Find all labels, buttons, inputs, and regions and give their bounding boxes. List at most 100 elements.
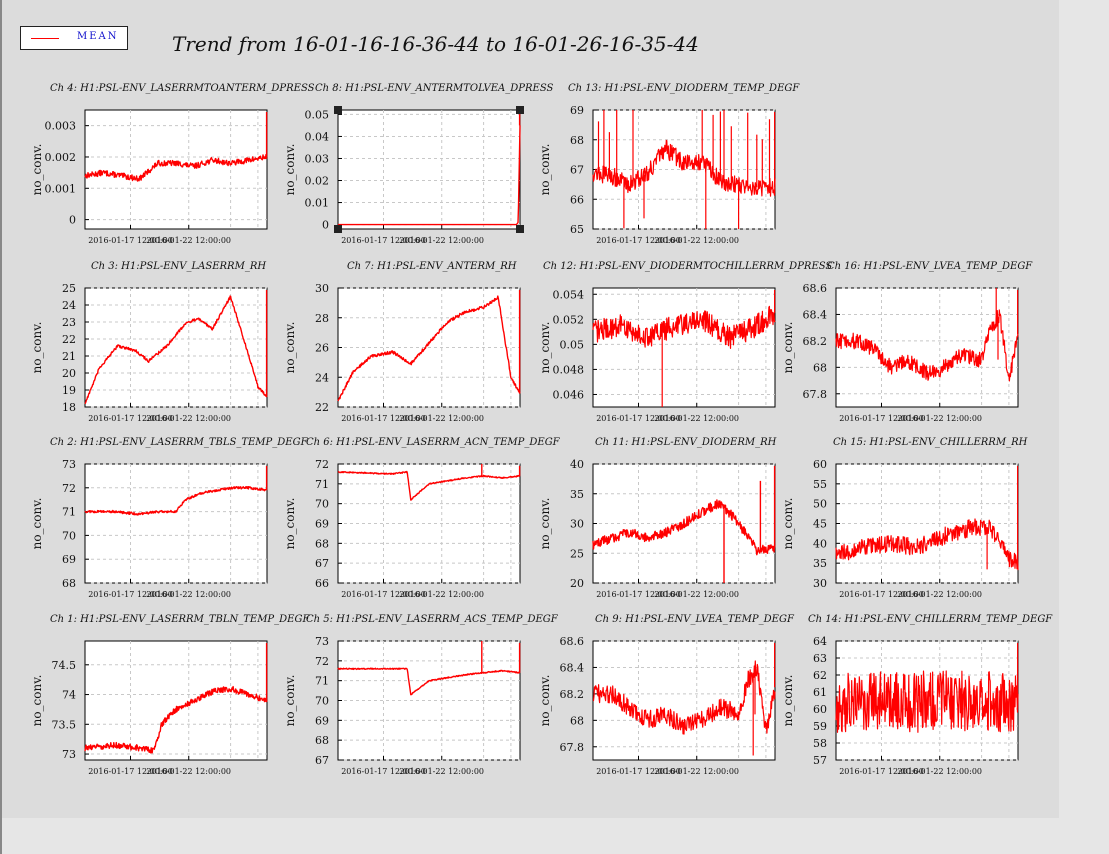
y-tick-label: 0.054 [553, 288, 585, 301]
plot-area [84, 463, 268, 584]
trend-plot[interactable]: Ch 9: H1:PSL-ENV_LVEA_TEMP_DEGF 67.8 68 68.… [538, 614, 795, 776]
y-tick-label: 67.8 [803, 388, 828, 401]
x-tick-label: 2016-01-17 12:00:00 [88, 590, 173, 599]
y-tick-label: 68 [813, 361, 827, 374]
plot-title: Ch 12: H1:PSL-ENV_DIODERMTOCHILLERRM_DPR… [543, 261, 832, 272]
selection-handle[interactable] [334, 225, 342, 233]
plot-area [592, 287, 776, 408]
trend-plot[interactable]: Ch 3: H1:PSL-ENV_LASERRM_RH 18 19 20 21 22 23 2… [30, 261, 268, 423]
x-tick-label: 2016-01-22 12:00:00 [399, 590, 484, 599]
y-axis-label: no_conv. [538, 498, 552, 550]
data-series [592, 290, 776, 407]
y-axis-label: no_conv. [283, 675, 297, 727]
y-tick-label: 0.046 [553, 388, 585, 401]
x-tick-label: 2016-01-17 12:00:00 [596, 414, 681, 423]
y-tick-label: 0.003 [45, 120, 77, 133]
plot-title: Ch 6: H1:PSL-ENV_LASERRM_ACN_TEMP_DEGF [306, 437, 561, 448]
x-tick-label: 2016-01-17 12:00:00 [839, 414, 924, 423]
trend-plot[interactable]: Ch 11: H1:PSL-ENV_DIODERM_RH 20 25 30 35 40 20… [538, 437, 777, 599]
data-series [84, 643, 268, 754]
x-tick-label: 2016-01-22 12:00:00 [399, 236, 484, 245]
y-tick-label: 50 [813, 498, 827, 511]
trend-plot[interactable]: Ch 7: H1:PSL-ENV_ANTERM_RH 22 24 26 28 30 2016… [283, 261, 521, 423]
y-axis-label: no_conv. [781, 675, 795, 727]
y-tick-label: 22 [315, 401, 329, 414]
plot-area [84, 287, 268, 408]
y-tick-label: 0 [69, 214, 76, 227]
legend-swatch [31, 38, 59, 39]
trend-plot[interactable]: Ch 12: H1:PSL-ENV_DIODERMTOCHILLERRM_DPR… [538, 261, 832, 423]
y-tick-label: 66 [315, 577, 329, 590]
y-axis-label: no_conv. [30, 322, 44, 374]
y-tick-label: 66 [570, 193, 584, 206]
y-tick-label: 25 [62, 282, 76, 295]
plot-title: Ch 13: H1:PSL-ENV_DIODERM_TEMP_DEGF [568, 83, 800, 94]
x-tick-label: 2016-01-22 12:00:00 [654, 767, 739, 776]
y-tick-label: 71 [62, 506, 76, 519]
x-tick-label: 2016-01-22 12:00:00 [146, 414, 231, 423]
trend-plot[interactable]: Ch 15: H1:PSL-ENV_CHILLERRM_RH 30 35 40 45 50… [781, 437, 1028, 599]
y-tick-label: 68.4 [803, 308, 828, 321]
trend-plot[interactable]: Ch 2: H1:PSL-ENV_LASERRM_TBLS_TEMP_DEGF 6… [30, 437, 309, 599]
plot-area [84, 640, 268, 761]
x-tick-label: 2016-01-22 12:00:00 [399, 767, 484, 776]
y-axis-label: no_conv. [283, 322, 297, 374]
plot-title: Ch 16: H1:PSL-ENV_LVEA_TEMP_DEGF [827, 261, 1033, 272]
plot-title: Ch 7: H1:PSL-ENV_ANTERM_RH [347, 261, 517, 272]
y-tick-label: 57 [813, 754, 827, 767]
y-tick-label: 0.001 [45, 182, 77, 195]
y-tick-label: 30 [570, 518, 584, 531]
x-tick-label: 2016-01-17 12:00:00 [341, 414, 426, 423]
y-tick-label: 69 [315, 518, 329, 531]
y-tick-label: 70 [62, 529, 76, 542]
y-tick-label: 0.04 [305, 130, 330, 143]
y-tick-label: 71 [315, 675, 329, 688]
data-series [337, 464, 521, 501]
y-axis-label: no_conv. [538, 675, 552, 727]
y-tick-label: 68.4 [560, 661, 585, 674]
trend-plot[interactable]: Ch 1: H1:PSL-ENV_LASERRM_TBLN_TEMP_DEGF 7… [30, 614, 310, 776]
selection-handle[interactable] [334, 106, 342, 114]
y-axis-label: no_conv. [30, 675, 44, 727]
y-tick-label: 68 [315, 537, 329, 550]
y-tick-label: 21 [62, 350, 76, 363]
y-tick-label: 24 [62, 299, 76, 312]
trend-plot[interactable]: Ch 5: H1:PSL-ENV_LASERRM_ACS_TEMP_DEGF 67… [283, 614, 559, 776]
plot-title: Ch 5: H1:PSL-ENV_LASERRM_ACS_TEMP_DEGF [306, 614, 559, 625]
trend-plot[interactable]: Ch 8: H1:PSL-ENV_ANTERMTOLVEA_DPRESS 0 0.0… [283, 83, 554, 245]
y-tick-label: 69 [570, 104, 584, 117]
data-series [835, 288, 1019, 382]
y-tick-label: 70 [315, 695, 329, 708]
y-tick-label: 74 [62, 689, 76, 702]
trend-plot[interactable]: Ch 16: H1:PSL-ENV_LVEA_TEMP_DEGF 67.8 68 68… [781, 261, 1033, 423]
y-tick-label: 68 [570, 134, 584, 147]
y-tick-label: 67 [570, 164, 584, 177]
data-series [835, 466, 1019, 571]
y-tick-label: 0.03 [305, 152, 330, 165]
selection-handle[interactable] [516, 225, 524, 233]
trend-plot[interactable]: Ch 4: H1:PSL-ENV_LASERRMTOANTERM_DPRESS 0… [30, 83, 315, 245]
x-tick-label: 2016-01-17 12:00:00 [596, 767, 681, 776]
y-tick-label: 68.2 [803, 335, 828, 348]
plot-title: Ch 3: H1:PSL-ENV_LASERRM_RH [91, 261, 266, 272]
plot-title: Ch 4: H1:PSL-ENV_LASERRMTOANTERM_DPRESS [50, 83, 315, 94]
y-tick-label: 69 [315, 714, 329, 727]
y-tick-label: 0.002 [45, 151, 77, 164]
y-tick-label: 22 [62, 333, 76, 346]
data-series [84, 466, 268, 516]
y-tick-label: 73 [62, 748, 76, 761]
selection-handle[interactable] [516, 106, 524, 114]
y-tick-label: 0 [322, 219, 329, 232]
trend-plot[interactable]: Ch 13: H1:PSL-ENV_DIODERM_TEMP_DEGF 65 66 6… [538, 83, 800, 245]
y-tick-label: 74.5 [52, 659, 77, 672]
window-frame [0, 0, 2, 854]
trend-plot[interactable]: Ch 6: H1:PSL-ENV_LASERRM_ACN_TEMP_DEGF 66… [283, 437, 561, 599]
x-tick-label: 2016-01-22 12:00:00 [654, 236, 739, 245]
y-tick-label: 20 [62, 367, 76, 380]
y-tick-label: 73 [62, 458, 76, 471]
plot-title: Ch 2: H1:PSL-ENV_LASERRM_TBLS_TEMP_DEGF [50, 437, 309, 448]
y-tick-label: 0.01 [305, 197, 330, 210]
trend-plot[interactable]: Ch 14: H1:PSL-ENV_CHILLERRM_TEMP_DEGF 57 5… [781, 614, 1053, 776]
page-title: Trend from 16-01-16-16-36-44 to 16-01-26… [172, 32, 699, 56]
